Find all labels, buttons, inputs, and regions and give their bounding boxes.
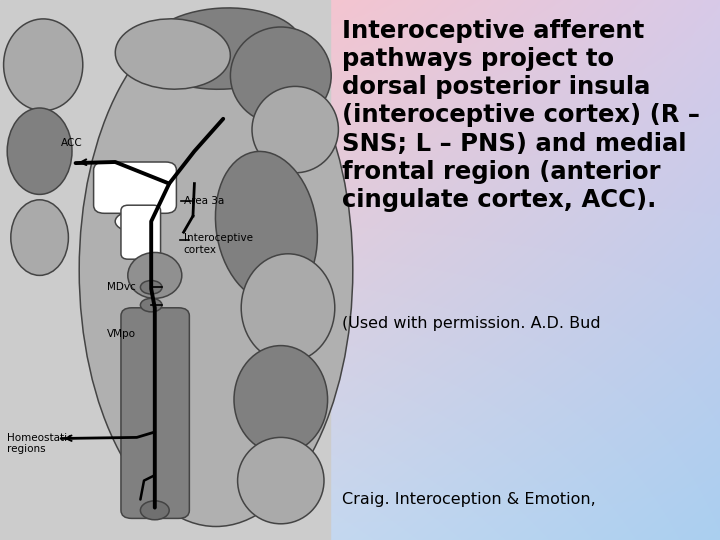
Ellipse shape <box>4 19 83 111</box>
Text: Interoceptive
cortex: Interoceptive cortex <box>184 233 253 255</box>
Bar <box>0 0 330 540</box>
FancyBboxPatch shape <box>94 162 176 213</box>
Text: Craig. Interoception & Emotion,: Craig. Interoception & Emotion, <box>342 492 595 507</box>
Ellipse shape <box>238 437 324 524</box>
Text: Area 3a: Area 3a <box>184 196 224 206</box>
Text: ACC: ACC <box>61 138 83 148</box>
Text: Interoceptive afferent
pathways project to
dorsal posterior insula
(interoceptiv: Interoceptive afferent pathways project … <box>342 19 700 212</box>
Ellipse shape <box>11 200 68 275</box>
Ellipse shape <box>215 151 318 302</box>
Ellipse shape <box>115 211 158 232</box>
Text: Homeostatic
regions: Homeostatic regions <box>7 433 73 455</box>
Ellipse shape <box>7 108 72 194</box>
Ellipse shape <box>230 27 331 124</box>
Text: VMpo: VMpo <box>107 329 135 339</box>
Ellipse shape <box>241 254 335 362</box>
Ellipse shape <box>140 501 169 519</box>
Ellipse shape <box>252 86 338 173</box>
Text: (Used with permission. A.D. Bud: (Used with permission. A.D. Bud <box>342 316 600 331</box>
Text: MDvc: MDvc <box>107 282 135 292</box>
Ellipse shape <box>79 14 353 526</box>
FancyBboxPatch shape <box>121 308 189 518</box>
FancyBboxPatch shape <box>121 205 161 259</box>
Ellipse shape <box>140 298 162 312</box>
Ellipse shape <box>115 19 230 89</box>
Ellipse shape <box>128 252 181 298</box>
Ellipse shape <box>234 346 328 454</box>
Ellipse shape <box>140 280 162 294</box>
Ellipse shape <box>144 8 302 89</box>
